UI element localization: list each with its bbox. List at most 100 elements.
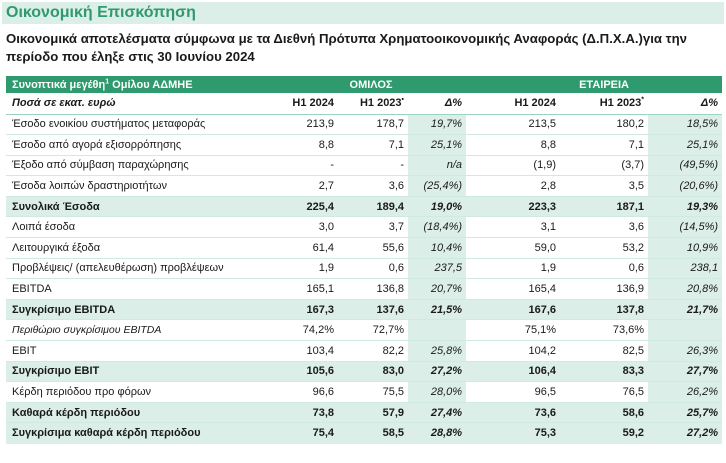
group-h1-2023-value: 83,0 xyxy=(338,361,408,383)
company-delta-value: 25,1% xyxy=(648,134,723,156)
group-h1-2024-value: 8,8 xyxy=(276,134,338,156)
table-row: Έξοδο από σύμβαση παραχώρησης - - n/a (1,9)(… xyxy=(6,155,723,177)
page-title: Οικονομική Επισκόπηση xyxy=(2,2,724,24)
financial-summary-table: Συνοπτικά μεγέθη1 Ομίλου ΑΔΜΗΕ ΟΜΙΛΟΣ ΕΤ… xyxy=(6,76,723,444)
row-label: Προβλέψεις/ (απελευθέρωση) προβλέψεων xyxy=(6,258,276,280)
company-h1-2023-value: 58,6 xyxy=(560,402,649,424)
group-h1-2024-value: 74,2% xyxy=(276,319,338,342)
group-h1-2023-value: 58,5 xyxy=(338,422,408,444)
spacer xyxy=(466,175,487,197)
company-h1-2024-value: 2,8 xyxy=(486,175,561,197)
group-column-header: ΟΜΙΛΟΣ xyxy=(276,76,467,93)
table-row: Συγκρίσιμο EBIT 105,6 83,0 27,2% 106,4 83,3 27… xyxy=(6,361,723,383)
company-delta-value: 10,9% xyxy=(648,237,723,259)
company-h1-2024-value: 104,2 xyxy=(486,340,561,362)
row-label: Έσοδο ενοικίου συστήματος μεταφοράς xyxy=(6,114,276,136)
group-h1-2023-value: 136,8 xyxy=(338,278,408,300)
group-h1-2024-value: 167,3 xyxy=(276,299,338,321)
company-h1-2024-value: 213,5 xyxy=(486,114,561,136)
col-group-h1-2024: H1 2024 xyxy=(276,93,338,115)
group-delta-value xyxy=(408,319,467,342)
company-delta-value: (14,5%) xyxy=(648,216,723,239)
table-row: EBIT 103,4 82,2 25,8% 104,2 82,5 26,3% xyxy=(6,340,723,362)
company-h1-2024-value: 75,3 xyxy=(486,422,561,444)
row-label: Έξοδο από σύμβαση παραχώρησης xyxy=(6,155,276,177)
group-h1-2024-value: 2,7 xyxy=(276,175,338,197)
company-delta-value: 27,2% xyxy=(648,422,723,444)
group-delta-value: 21,5% xyxy=(408,299,467,321)
table-row: Καθαρά κέρδη περιόδου 73,8 57,9 27,4% 73,6 58… xyxy=(6,402,723,424)
company-h1-2023-value: 53,2 xyxy=(560,237,649,259)
company-h1-2024-value: 8,8 xyxy=(486,134,561,156)
spacer xyxy=(466,422,487,444)
group-delta-value: 28,0% xyxy=(408,381,467,403)
group-delta-value: 28,8% xyxy=(408,422,467,444)
company-h1-2024-value: (1,9) xyxy=(486,155,561,177)
group-h1-2024-value: 165,1 xyxy=(276,278,338,300)
group-delta-value: 19,0% xyxy=(408,196,467,218)
group-h1-2024-value: 61,4 xyxy=(276,237,338,259)
company-delta-value: 26,3% xyxy=(648,340,723,362)
company-delta-value: 18,5% xyxy=(648,114,723,136)
table-row: Περιθώριο συγκρίσιμου EBITDA 74,2% 72,7% 75… xyxy=(6,319,723,342)
company-h1-2023-value: 136,9 xyxy=(560,278,649,300)
company-h1-2023-value: 187,1 xyxy=(560,196,649,218)
group-h1-2023-value: 0,6 xyxy=(338,258,408,280)
col-group-h1-2023: H1 2023• xyxy=(338,93,408,115)
group-h1-2024-value: 1,9 xyxy=(276,258,338,280)
group-h1-2023-value: 57,9 xyxy=(338,402,408,424)
group-h1-2023-value: - xyxy=(338,155,408,177)
company-h1-2024-value: 96,5 xyxy=(486,381,561,403)
spacer xyxy=(466,155,487,177)
spacer xyxy=(466,216,487,239)
table-row: Προβλέψεις/ (απελευθέρωση) προβλέψεων 1,9… xyxy=(6,258,723,280)
row-label: Συγκρίσιμα καθαρά κέρδη περιόδου xyxy=(6,422,276,444)
spacer xyxy=(466,361,487,383)
row-label: Λειτουργικά έξοδα xyxy=(6,237,276,259)
spacer xyxy=(466,258,487,280)
company-delta-value: (49,5%) xyxy=(648,155,723,177)
company-h1-2023-value: 3,5 xyxy=(560,175,649,197)
spacer xyxy=(466,114,487,136)
group-h1-2023-value: 75,5 xyxy=(338,381,408,403)
group-h1-2023-value: 55,6 xyxy=(338,237,408,259)
group-delta-value: 20,7% xyxy=(408,278,467,300)
company-delta-value: 20,8% xyxy=(648,278,723,300)
company-h1-2024-value: 73,6 xyxy=(486,402,561,424)
group-h1-2024-value: 103,4 xyxy=(276,340,338,362)
company-h1-2024-value: 106,4 xyxy=(486,361,561,383)
group-h1-2023-value: 189,4 xyxy=(338,196,408,218)
group-delta-value: n/a xyxy=(408,155,467,177)
spacer xyxy=(466,278,487,300)
spacer xyxy=(466,340,487,362)
company-delta-value: 27,7% xyxy=(648,361,723,383)
company-h1-2024-value: 59,0 xyxy=(486,237,561,259)
col-company-h1-2024: H1 2024 xyxy=(486,93,561,115)
table-row: Κέρδη περιόδου προ φόρων 96,6 75,5 28,0% 96,… xyxy=(6,381,723,403)
row-label: Καθαρά κέρδη περιόδου xyxy=(6,402,276,424)
spacer xyxy=(466,134,487,156)
table-row: Έσοδο από αγορά εξισορρόπησης 8,8 7,1 25,1%… xyxy=(6,134,723,156)
group-delta-value: 25,8% xyxy=(408,340,467,362)
row-label: Έσοδα λοιπών δραστηριοτήτων xyxy=(6,175,276,197)
group-h1-2023-value: 7,1 xyxy=(338,134,408,156)
col-group-delta: Δ% xyxy=(408,93,467,115)
spacer xyxy=(466,381,487,403)
group-delta-value: (25,4%) xyxy=(408,175,467,197)
company-h1-2023-value: 76,5 xyxy=(560,381,649,403)
row-label: EBITDA xyxy=(6,278,276,300)
company-h1-2024-value: 223,3 xyxy=(486,196,561,218)
company-h1-2023-value: 180,2 xyxy=(560,114,649,136)
group-h1-2024-value: - xyxy=(276,155,338,177)
group-h1-2024-value: 3,0 xyxy=(276,216,338,239)
spacer xyxy=(466,196,487,218)
company-h1-2023-value: 7,1 xyxy=(560,134,649,156)
company-delta-value: 26,2% xyxy=(648,381,723,403)
company-h1-2024-value: 167,6 xyxy=(486,299,561,321)
company-delta-value: 21,7% xyxy=(648,299,723,321)
group-h1-2024-value: 213,9 xyxy=(276,114,338,136)
row-label: Κέρδη περιόδου προ φόρων xyxy=(6,381,276,403)
company-h1-2023-value: 59,2 xyxy=(560,422,649,444)
company-h1-2024-value: 3,1 xyxy=(486,216,561,239)
table-row: Λειτουργικά έξοδα 61,4 55,6 10,4% 59,0 53,2 10… xyxy=(6,237,723,259)
